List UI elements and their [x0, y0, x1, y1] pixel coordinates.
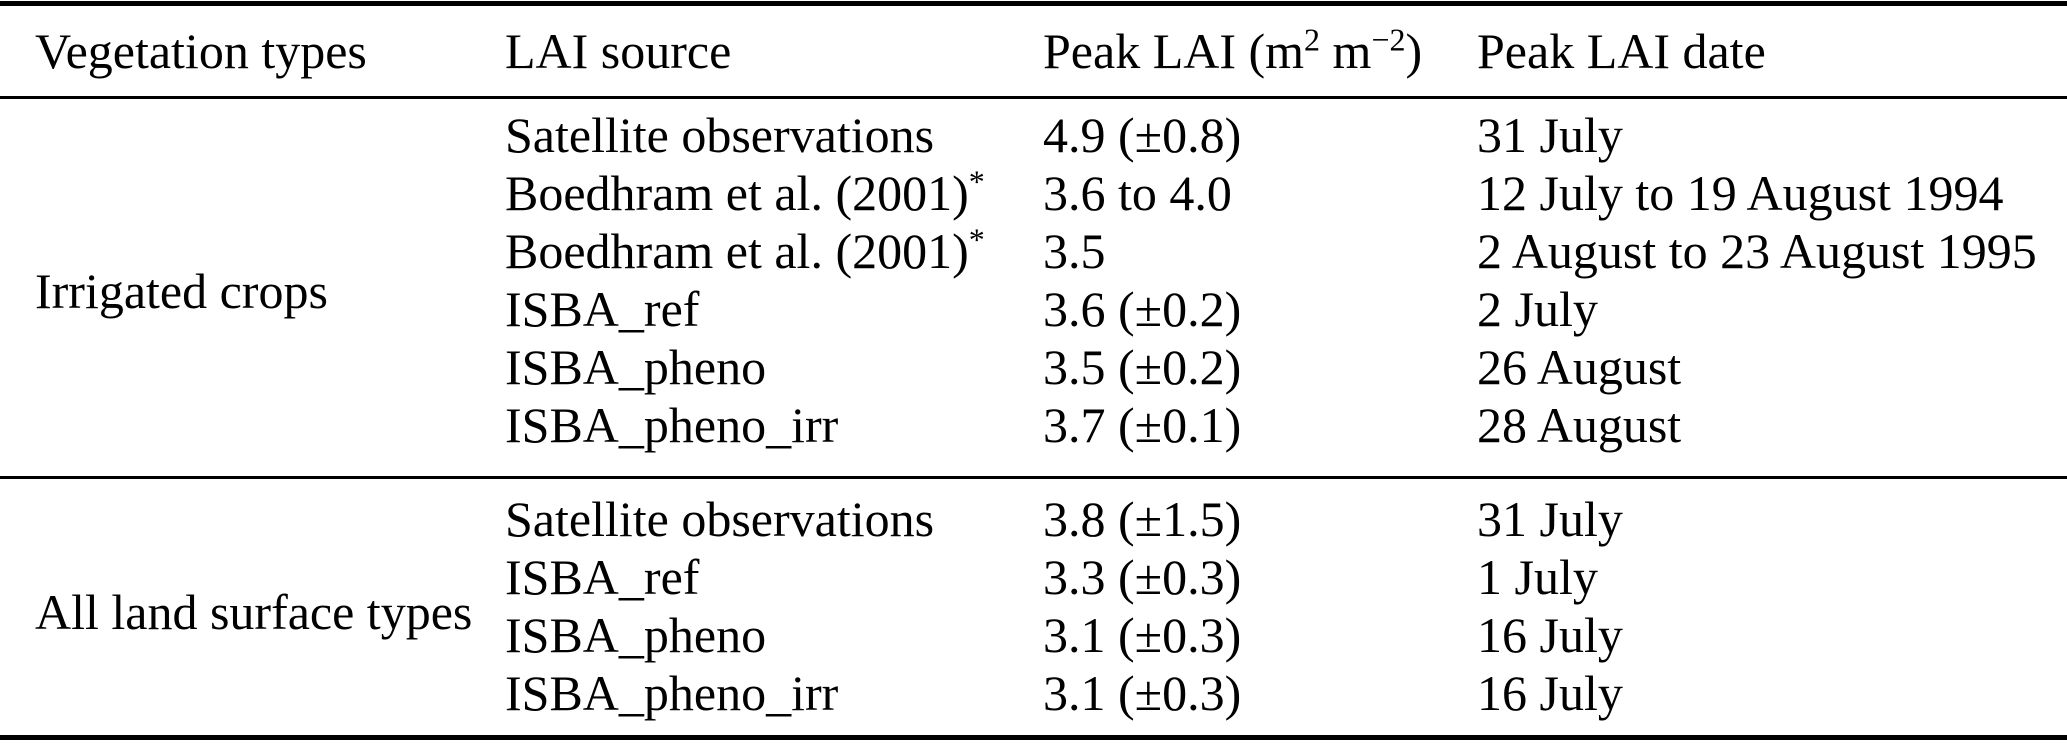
- peak-lai-cell: 3.6 to 4.0: [1043, 164, 1232, 221]
- header-peak-lai: Peak LAI (m2 m−2): [1043, 4, 1477, 98]
- lai-source-text: ISBA_pheno_irr: [505, 396, 839, 453]
- peak-lai-date-cell: 2 August to 23 August 1995: [1477, 222, 2037, 279]
- peak-lai-cell: 3.5 (±0.2): [1043, 338, 1242, 395]
- peak-lai-date-cell: 31 July: [1477, 106, 1623, 163]
- lai-source-cell: Satellite observations: [505, 106, 1043, 164]
- section-irrigated-crops: Irrigated crops Satellite observations 4…: [0, 98, 2067, 478]
- header-lai-source: LAI source: [505, 23, 732, 79]
- lai-source-cell: ISBA_pheno_irr: [505, 396, 1043, 454]
- lai-source-cell: Boedhram et al. (2001)*: [505, 164, 1043, 222]
- lai-source-text: Satellite observations: [505, 490, 935, 547]
- peak-lai-date-cell: 16 July: [1477, 606, 1623, 663]
- source-asterisk: *: [968, 163, 985, 199]
- lai-source-text: ISBA_pheno: [505, 606, 767, 663]
- vegetation-type-cell: Irrigated crops: [35, 262, 328, 319]
- lai-source-text: Boedhram et al. (2001): [505, 164, 969, 221]
- peak-lai-date-cell: 26 August: [1477, 338, 1682, 395]
- table-row: Boedhram et al. (2001)* 3.5 2 August to …: [0, 222, 2067, 280]
- source-asterisk: *: [968, 221, 985, 257]
- peak-lai-cell: 3.7 (±0.1): [1043, 396, 1242, 453]
- lai-source-cell: Satellite observations: [505, 490, 1043, 548]
- table-row: All land surface types Satellite observa…: [0, 490, 2067, 641]
- lai-source-cell: ISBA_pheno_irr: [505, 664, 1043, 722]
- lai-source-cell: ISBA_pheno: [505, 606, 1043, 664]
- peak-lai-cell: 3.1 (±0.3): [1043, 606, 1242, 663]
- table-row: Irrigated crops Satellite observations 4…: [0, 106, 2067, 319]
- lai-source-cell: ISBA_ref: [505, 280, 1043, 338]
- header-peak-lai-suffix: ): [1405, 23, 1423, 79]
- lai-source-cell: ISBA_pheno: [505, 338, 1043, 396]
- peak-lai-date-cell: 31 July: [1477, 490, 1623, 547]
- peak-lai-date-cell: 28 August: [1477, 396, 1682, 453]
- peak-lai-cell: 3.8 (±1.5): [1043, 490, 1242, 547]
- header-vegetation-types: Vegetation types: [35, 23, 367, 79]
- header-peak-lai-date: Peak LAI date: [1477, 23, 1766, 79]
- peak-lai-cell: 3.6 (±0.2): [1043, 280, 1242, 337]
- table-row: ISBA_pheno_irr 3.1 (±0.3) 16 July: [0, 664, 2067, 722]
- header-peak-lai-prefix: Peak LAI (m: [1043, 23, 1305, 79]
- lai-source-text: ISBA_pheno_irr: [505, 664, 839, 721]
- peak-lai-date-cell: 12 July to 19 August 1994: [1477, 164, 2004, 221]
- spacer-row: [0, 98, 2067, 106]
- peak-lai-cell: 3.3 (±0.3): [1043, 548, 1242, 605]
- lai-source-text: Satellite observations: [505, 106, 935, 163]
- peak-lai-cell: 4.9 (±0.8): [1043, 106, 1242, 163]
- peak-lai-date-cell: 16 July: [1477, 664, 1623, 721]
- lai-source-text: Boedhram et al. (2001): [505, 222, 969, 279]
- header-peak-lai-superscript-minus-2: −2: [1371, 21, 1406, 58]
- lai-source-cell: ISBA_ref: [505, 548, 1043, 606]
- spacer-row: [0, 478, 2067, 490]
- section-all-land-surface-types: All land surface types Satellite observa…: [0, 478, 2067, 738]
- table-header-row: Vegetation types LAI source Peak LAI (m2…: [0, 4, 2067, 98]
- peak-lai-date-cell: 1 July: [1477, 548, 1598, 605]
- header-peak-lai-mid: m: [1320, 23, 1372, 79]
- peak-lai-cell: 3.5: [1043, 222, 1106, 279]
- table-row: ISBA_pheno 3.1 (±0.3) 16 July: [0, 606, 2067, 664]
- peak-lai-cell: 3.1 (±0.3): [1043, 664, 1242, 721]
- table-row: ISBA_pheno_irr 3.7 (±0.1) 28 August: [0, 396, 2067, 454]
- table-row: ISBA_ref 3.3 (±0.3) 1 July: [0, 548, 2067, 606]
- lai-source-cell: Boedhram et al. (2001)*: [505, 222, 1043, 280]
- vegetation-type-cell: All land surface types: [35, 584, 473, 641]
- lai-source-text: ISBA_ref: [505, 548, 700, 605]
- table-row: ISBA_ref 3.6 (±0.2) 2 July: [0, 280, 2067, 338]
- header-peak-lai-superscript-2: 2: [1304, 21, 1321, 58]
- lai-source-text: ISBA_pheno: [505, 338, 767, 395]
- peak-lai-date-cell: 2 July: [1477, 280, 1598, 337]
- lai-source-text: ISBA_ref: [505, 280, 700, 337]
- table-row: Boedhram et al. (2001)* 3.6 to 4.0 12 Ju…: [0, 164, 2067, 222]
- table-row: ISBA_pheno 3.5 (±0.2) 26 August: [0, 338, 2067, 396]
